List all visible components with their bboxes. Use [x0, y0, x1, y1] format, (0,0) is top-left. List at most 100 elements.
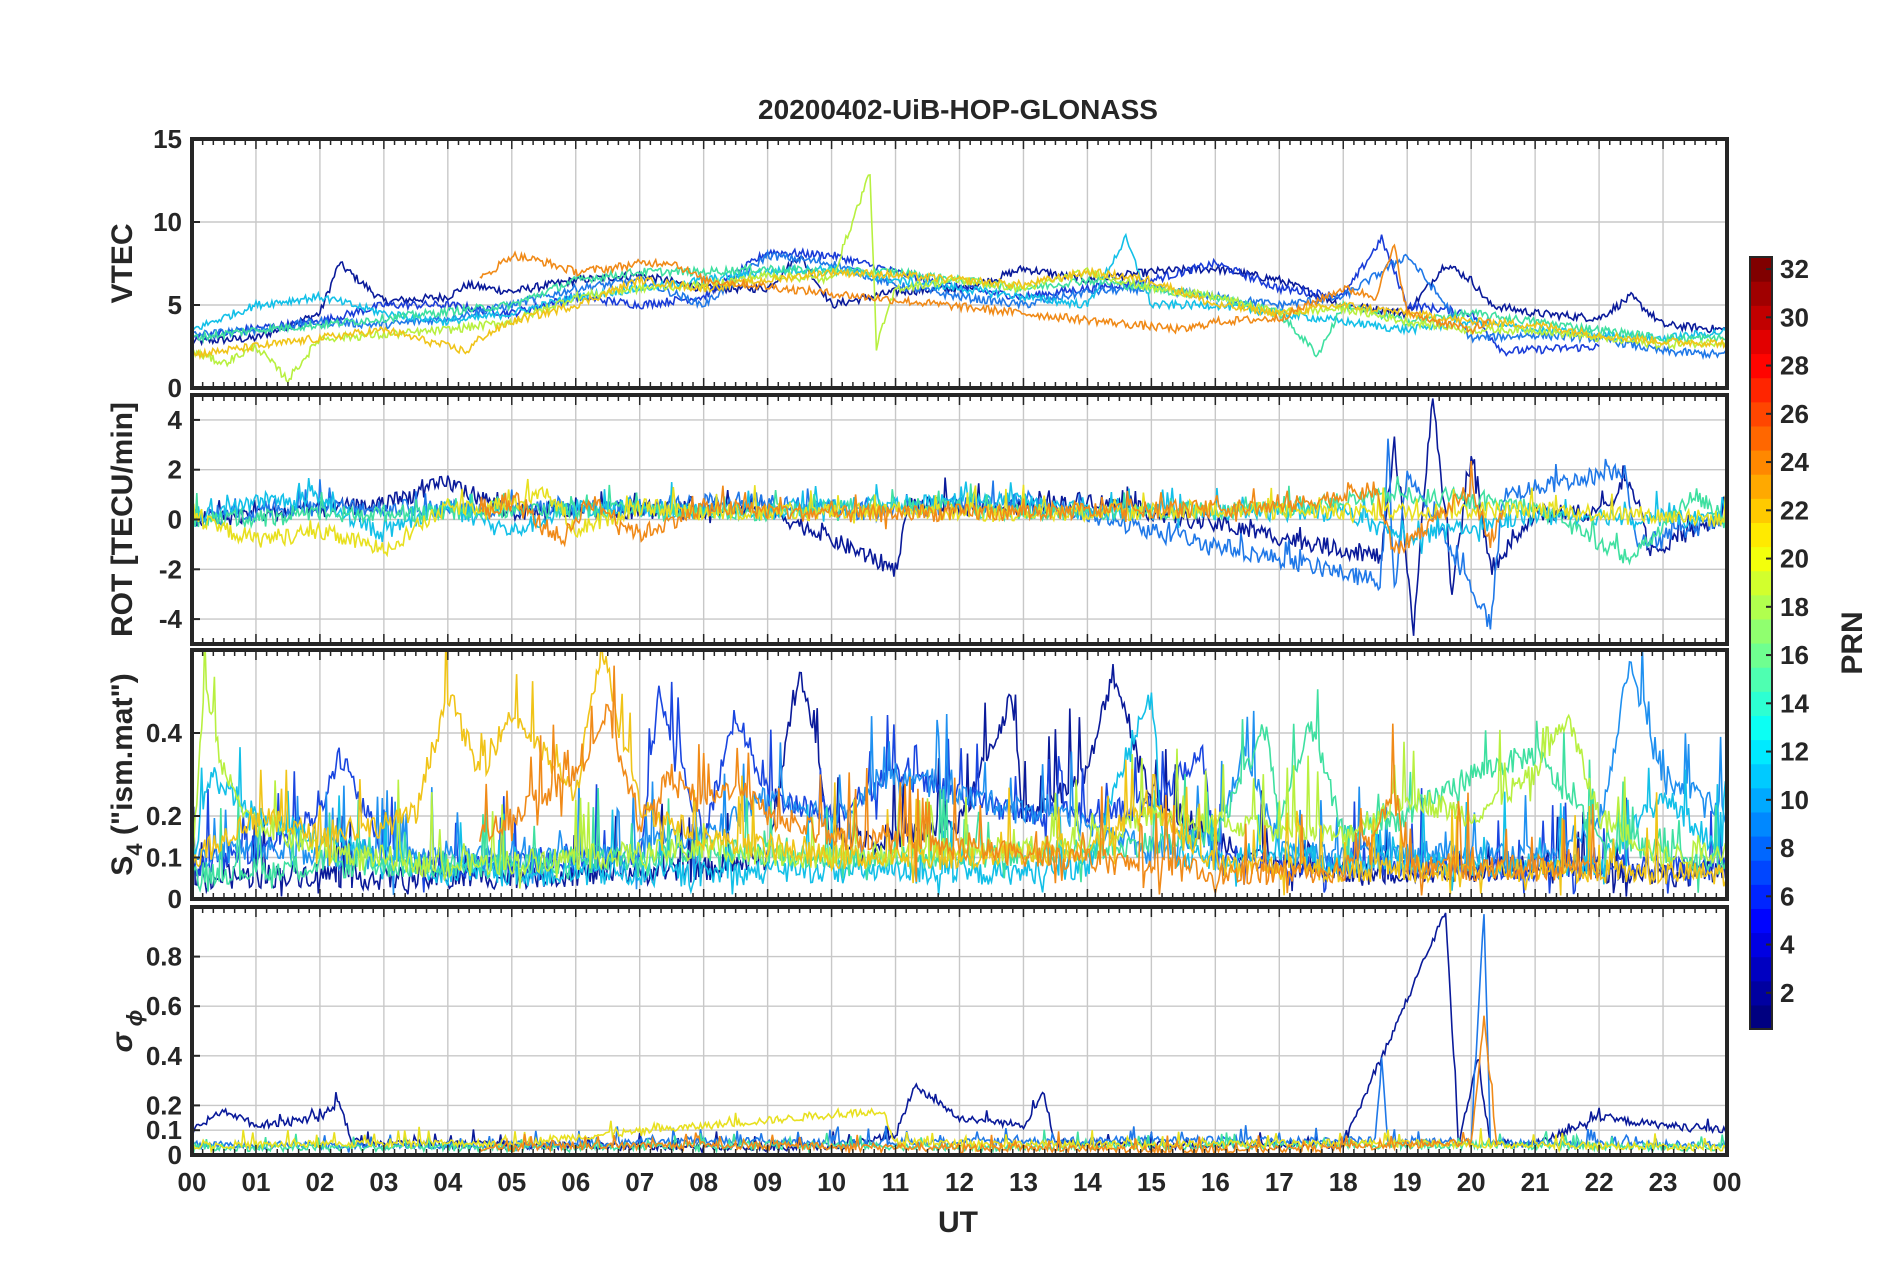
series-prn-21	[192, 266, 1727, 361]
series-prn-23	[479, 1015, 1498, 1155]
x-tick-label: 13	[1009, 1167, 1038, 1197]
series-prn-23	[479, 460, 1504, 554]
colorbar-segment	[1750, 281, 1772, 306]
series-prn-20	[192, 478, 1727, 558]
colorbar-tick-label: 32	[1780, 254, 1809, 284]
x-tick-label: 18	[1329, 1167, 1358, 1197]
series-prn-15	[192, 689, 1727, 893]
colorbar-segment	[1750, 787, 1772, 813]
colorbar-segment	[1750, 836, 1772, 861]
figure-title: 20200402-UiB-HOP-GLONASS	[758, 94, 1158, 125]
series-prn-23	[479, 243, 1492, 336]
colorbar-tick-label: 4	[1780, 930, 1795, 960]
colorbar-tick-label: 30	[1780, 302, 1809, 332]
x-tick-label: 03	[369, 1167, 398, 1197]
colorbar-tick-label: 20	[1780, 544, 1809, 574]
series-prn-12	[192, 232, 1727, 344]
series-prn-23	[479, 665, 1600, 896]
colorbar-segment	[1750, 353, 1772, 379]
y-tick-label: 0.2	[146, 1090, 182, 1120]
y-tick-label: 0.2	[146, 801, 182, 831]
colorbar-tick-label: 2	[1780, 978, 1794, 1008]
y-tick-label: 4	[168, 405, 183, 435]
y-tick-label: 0	[168, 1140, 182, 1170]
x-tick-label: 19	[1393, 1167, 1422, 1197]
colorbar-segment	[1750, 908, 1772, 934]
x-tick-label: 06	[561, 1167, 590, 1197]
series-prn-8	[192, 248, 1727, 361]
x-tick-label: 20	[1457, 1167, 1486, 1197]
colorbar-tick-label: 14	[1780, 688, 1809, 718]
panel-4: 00.10.2 0.4 0.6 0.8 σ ϕ 00 01 02 03 04 05 06 07 08 09 1…	[106, 905, 1742, 1197]
y-tick-label: 0	[168, 884, 182, 914]
x-tick-label: 07	[625, 1167, 654, 1197]
colorbar-tick-label: 18	[1780, 592, 1809, 622]
x-tick-label: 21	[1521, 1167, 1550, 1197]
y-tick-label: 0	[168, 505, 182, 535]
colorbar-tick-label: 24	[1780, 447, 1809, 477]
colorbar-segment	[1750, 377, 1772, 403]
x-tick-label: 02	[305, 1167, 334, 1197]
x-tick-label: 22	[1585, 1167, 1614, 1197]
colorbar-label: PRN	[1836, 611, 1869, 674]
x-tick-label: 17	[1265, 1167, 1294, 1197]
colorbar-segment	[1750, 884, 1772, 909]
y-tick-label: 0	[168, 373, 182, 403]
x-tick-label: 08	[689, 1167, 718, 1197]
colorbar-segment	[1750, 1004, 1772, 1030]
colorbar-segment	[1750, 860, 1772, 885]
x-tick-label: 04	[433, 1167, 462, 1197]
y-tick-label: 2	[168, 455, 182, 485]
panel-1: 0 5 10 15 VTEC	[106, 124, 1729, 403]
y-axis-label: VTEC	[106, 223, 139, 303]
colorbar-tick-label: 10	[1780, 785, 1809, 815]
colorbar-tick-label: 6	[1780, 881, 1794, 911]
colorbar-segment	[1750, 643, 1772, 668]
y-tick-label: -2	[159, 554, 182, 584]
colorbar-tick-label: 12	[1780, 737, 1809, 767]
colorbar-segment	[1750, 739, 1772, 765]
colorbar-segment	[1750, 546, 1772, 572]
colorbar-segment	[1750, 691, 1772, 716]
colorbar-segment	[1750, 257, 1772, 282]
x-tick-label: 15	[1137, 1167, 1166, 1197]
colorbar-segment	[1750, 425, 1772, 451]
y-tick-label: 0.4	[146, 718, 183, 748]
series-prn-15	[192, 263, 1727, 358]
x-tick-label: 00	[178, 1167, 207, 1197]
x-tick-label: 10	[817, 1167, 846, 1197]
colorbar-segment	[1750, 715, 1772, 741]
x-tick-label: 09	[753, 1167, 782, 1197]
y-tick-label: 0.6	[146, 991, 182, 1021]
y-axis-label: σ ϕ	[106, 1010, 147, 1053]
y-tick-label: 5	[168, 290, 182, 320]
series-prn-9	[192, 650, 1727, 895]
colorbar-tick-label: 8	[1780, 833, 1794, 863]
panel-3: 0 0.1 0.2 0.4S4 ("ism.mat")	[106, 648, 1729, 914]
colorbar-segment	[1750, 618, 1772, 644]
colorbar-segment	[1750, 329, 1772, 355]
x-tick-label: 01	[241, 1167, 270, 1197]
y-tick-label: 0.4	[146, 1041, 183, 1071]
y-tick-label: 15	[153, 124, 182, 154]
y-tick-label: 10	[153, 207, 182, 237]
colorbar-tick-label: 16	[1780, 640, 1809, 670]
colorbar-segment	[1750, 667, 1772, 692]
colorbar-segment	[1750, 305, 1772, 330]
series-prn-18	[192, 650, 1727, 889]
colorbar-segment	[1750, 932, 1772, 958]
x-tick-label: 00	[1713, 1167, 1742, 1197]
y-tick-label: 0.8	[146, 942, 182, 972]
colorbar-tick-label: 26	[1780, 399, 1809, 429]
colorbar-segment	[1750, 522, 1772, 548]
x-axis-label: UT	[938, 1206, 978, 1239]
x-tick-label: 12	[945, 1167, 974, 1197]
colorbar-segment	[1750, 570, 1772, 596]
colorbar-segment	[1750, 980, 1772, 1006]
y-axis-label: S4 ("ism.mat")	[106, 673, 147, 875]
x-tick-label: 11	[882, 1167, 910, 1197]
colorbar-segment	[1750, 763, 1772, 789]
